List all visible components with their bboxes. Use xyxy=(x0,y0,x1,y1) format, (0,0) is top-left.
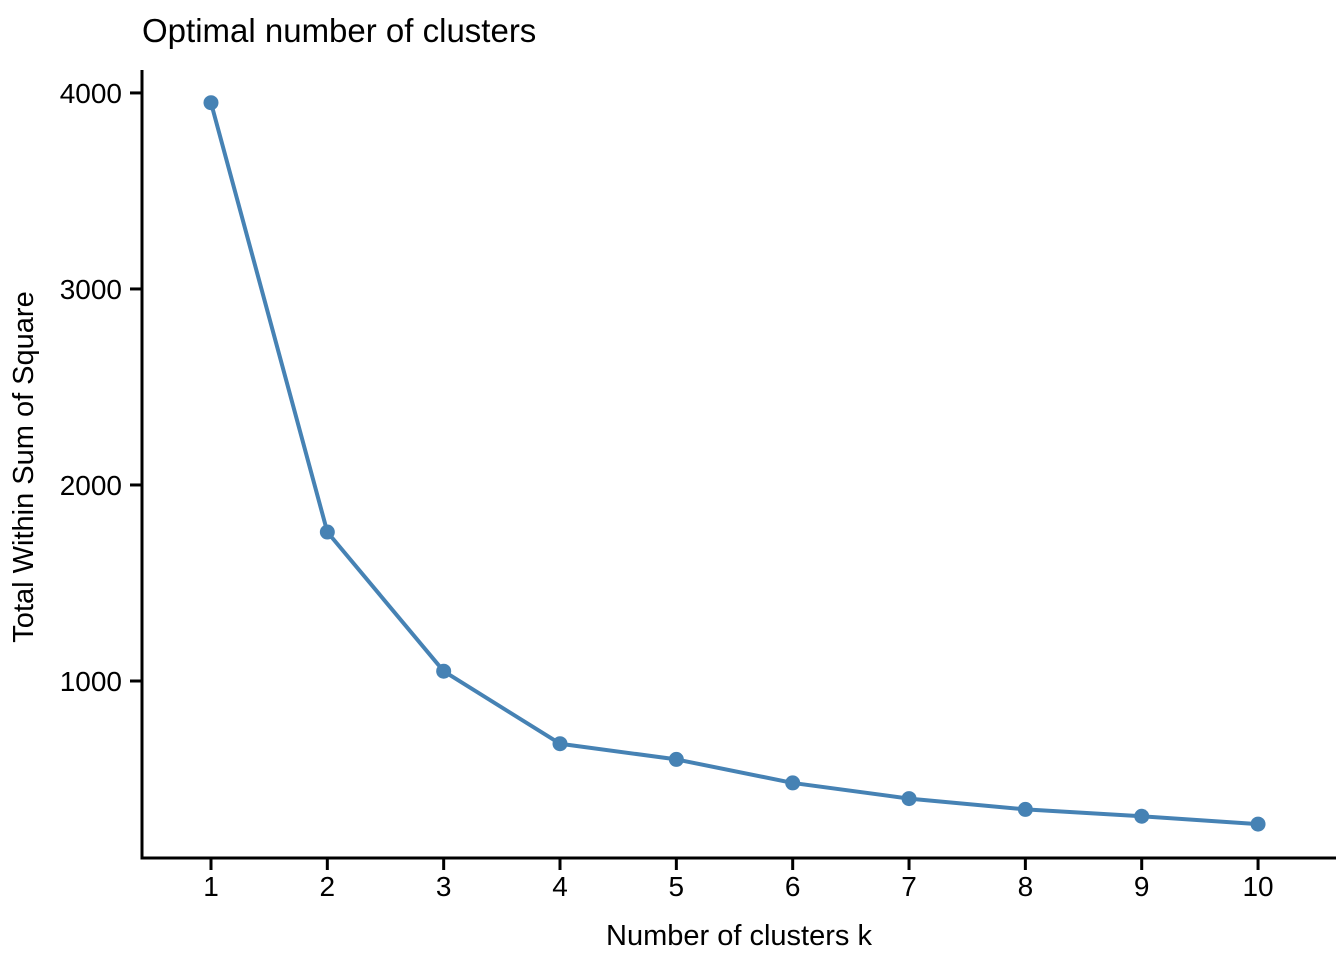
y-axis-ticks: 1000 2000 3000 4000 xyxy=(60,78,142,697)
x-tick-label: 8 xyxy=(1018,871,1034,902)
line-series xyxy=(208,100,1261,827)
data-point xyxy=(1250,816,1266,832)
data-point xyxy=(668,751,684,767)
x-tick-label: 1 xyxy=(203,871,219,902)
x-tick-label: 7 xyxy=(901,871,917,902)
y-tick-label: 3000 xyxy=(60,274,122,305)
x-tick-label: 3 xyxy=(436,871,452,902)
data-point xyxy=(319,524,335,540)
x-axis-ticks: 1 2 3 4 5 6 7 8 9 10 xyxy=(203,858,1274,902)
data-point xyxy=(436,663,452,679)
series-polyline xyxy=(208,100,1261,827)
x-axis-label: Number of clusters k xyxy=(606,920,872,952)
x-tick-label: 10 xyxy=(1242,871,1273,902)
y-tick-label: 4000 xyxy=(60,78,122,109)
data-point xyxy=(901,791,917,807)
x-tick-label: 9 xyxy=(1134,871,1150,902)
x-tick-label: 4 xyxy=(552,871,568,902)
x-tick-label: 2 xyxy=(320,871,336,902)
y-tick-label: 2000 xyxy=(60,470,122,501)
data-point xyxy=(203,95,219,111)
y-tick-label: 1000 xyxy=(60,666,122,697)
chart-title: Optimal number of clusters xyxy=(142,12,536,49)
data-point xyxy=(552,736,568,752)
x-tick-label: 6 xyxy=(785,871,801,902)
x-tick-label: 5 xyxy=(669,871,685,902)
data-points xyxy=(203,95,1266,832)
y-axis-label: Total Within Sum of Square xyxy=(8,291,40,642)
data-point xyxy=(1134,808,1150,824)
data-point xyxy=(1017,801,1033,817)
data-point xyxy=(785,775,801,791)
